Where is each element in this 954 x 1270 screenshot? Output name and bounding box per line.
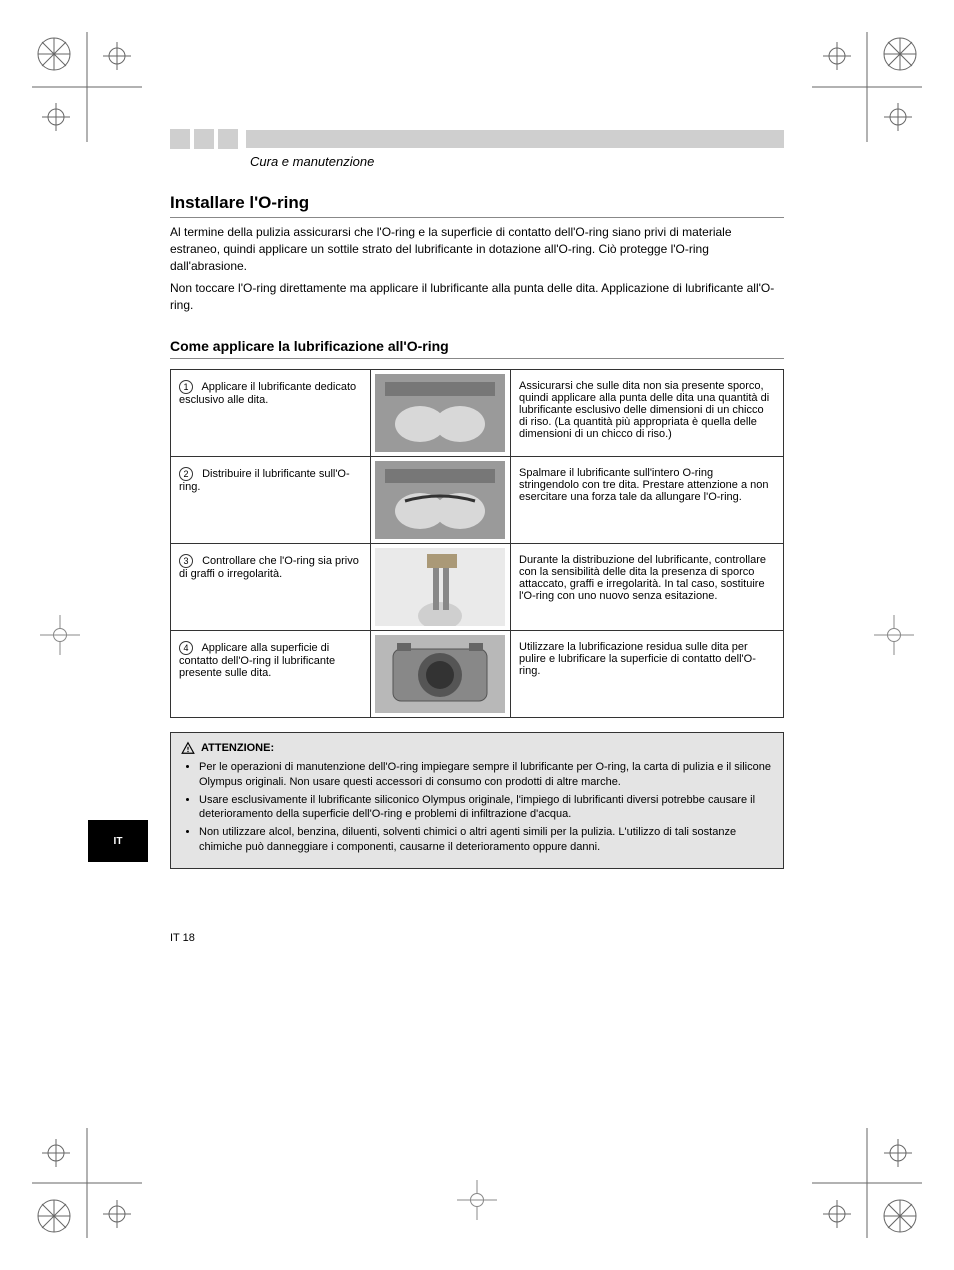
step-lead-cell: 1 Applicare il lubrificante dedicato esc…	[171, 369, 371, 456]
subsection-title: Come applicare la lubrificazione all'O-r…	[170, 338, 784, 354]
step-desc-cell: Assicurarsi che sulle dita non sia prese…	[511, 369, 784, 456]
chapter-label: Cura e manutenzione	[250, 154, 784, 169]
table-row: 4 Applicare alla superficie di contatto …	[171, 630, 784, 717]
step-lead-cell: 3 Controllare che l'O-ring sia privo di …	[171, 543, 371, 630]
caution-item: Per le operazioni di manutenzione dell'O…	[199, 760, 773, 790]
caution-item: Usare esclusivamente il lubrificante sil…	[199, 793, 773, 823]
table-row: 3 Controllare che l'O-ring sia privo di …	[171, 543, 784, 630]
step-number-icon: 4	[179, 641, 193, 655]
crosshair-right	[874, 615, 914, 655]
step-lead: Applicare alla superficie di contatto de…	[179, 642, 335, 679]
caution-box: ATTENZIONE: Per le operazioni di manuten…	[170, 732, 784, 869]
caution-title: ATTENZIONE:	[201, 741, 274, 756]
crosshair-bottom	[457, 1180, 497, 1220]
regmark-bottom-right	[812, 1128, 922, 1238]
step-lead: Distribuire il lubrificante sull'O-ring.	[179, 468, 350, 493]
section-title: Installare l'O-ring	[170, 193, 784, 213]
section-rule	[170, 217, 784, 218]
page-number: IT 18	[170, 932, 195, 944]
step-lead-cell: 2 Distribuire il lubrificante sull'O-rin…	[171, 456, 371, 543]
step-lead-cell: 4 Applicare alla superficie di contatto …	[171, 630, 371, 717]
step-number-icon: 1	[179, 380, 193, 394]
caution-header: ATTENZIONE:	[181, 741, 773, 756]
header-decor-squares	[170, 129, 238, 149]
step-number-icon: 2	[179, 467, 193, 481]
warning-icon	[181, 741, 195, 755]
section-para-1: Al termine della pulizia assicurarsi che…	[170, 224, 784, 274]
table-row: 1 Applicare il lubrificante dedicato esc…	[171, 369, 784, 456]
step-thumbnail	[375, 635, 505, 713]
caution-item: Non utilizzare alcol, benzina, diluenti,…	[199, 825, 773, 855]
step-desc-cell: Durante la distribuzione del lubrificant…	[511, 543, 784, 630]
step-image-cell	[371, 630, 511, 717]
steps-table: 1 Applicare il lubrificante dedicato esc…	[170, 369, 784, 718]
step-desc-cell: Utilizzare la lubrificazione residua sul…	[511, 630, 784, 717]
crosshair-left	[40, 615, 80, 655]
section-para-2: Non toccare l'O-ring direttamente ma app…	[170, 280, 784, 314]
regmark-bottom-left	[32, 1128, 142, 1238]
section-body: Al termine della pulizia assicurarsi che…	[170, 224, 784, 314]
step-image-cell	[371, 456, 511, 543]
step-thumbnail	[375, 461, 505, 539]
header-decor-bar	[246, 130, 784, 148]
step-number-icon: 3	[179, 554, 193, 568]
step-thumbnail	[375, 548, 505, 626]
step-image-cell	[371, 369, 511, 456]
language-tab: IT	[88, 820, 148, 862]
page-content: Cura e manutenzione Installare l'O-ring …	[170, 128, 784, 869]
table-row: 2 Distribuire il lubrificante sull'O-rin…	[171, 456, 784, 543]
step-desc-cell: Spalmare il lubrificante sull'intero O-r…	[511, 456, 784, 543]
step-image-cell	[371, 543, 511, 630]
regmark-top-right	[812, 32, 922, 142]
chapter-header	[170, 128, 784, 150]
subsection-rule	[170, 358, 784, 359]
step-lead: Controllare che l'O-ring sia privo di gr…	[179, 555, 359, 580]
caution-list: Per le operazioni di manutenzione dell'O…	[181, 760, 773, 855]
regmark-top-left	[32, 32, 142, 142]
step-thumbnail	[375, 374, 505, 452]
step-lead: Applicare il lubrificante dedicato esclu…	[179, 381, 356, 406]
